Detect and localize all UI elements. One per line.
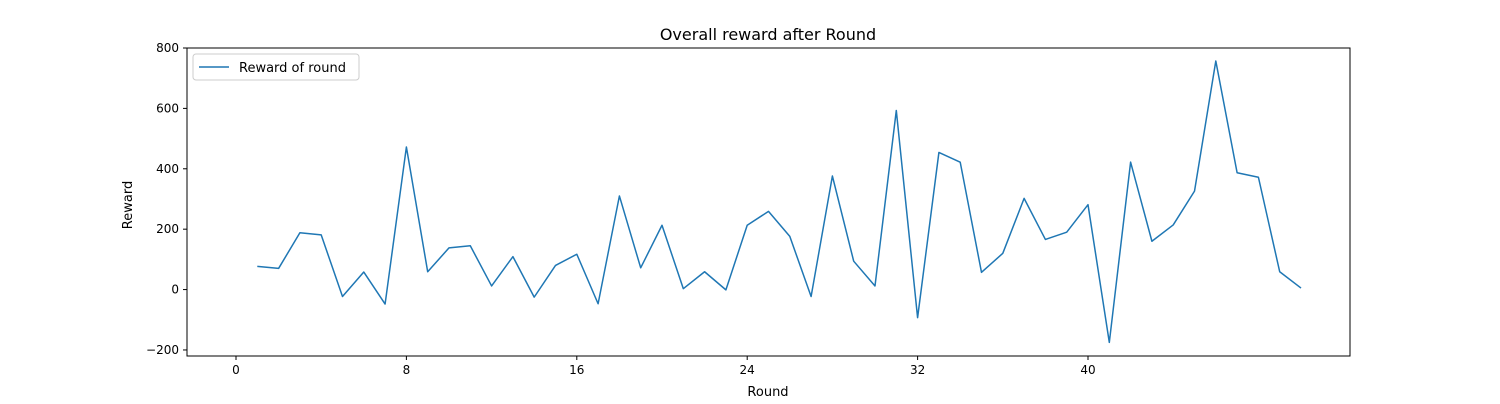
y-tick-label: 600 [156, 101, 179, 115]
y-tick-label: 400 [156, 162, 179, 176]
x-tick-label: 24 [740, 363, 755, 377]
y-tick-label: 200 [156, 222, 179, 236]
y-tick-label: 800 [156, 41, 179, 55]
plot-area [257, 60, 1302, 344]
x-axis-label: Round [747, 385, 788, 400]
legend: Reward of round [192, 53, 360, 81]
plot-frame [186, 47, 1351, 357]
y-tick-label: −200 [146, 343, 179, 357]
y-tick-label: 0 [171, 283, 179, 297]
x-tick-label: 0 [232, 363, 240, 377]
series-line-0 [257, 60, 1302, 344]
chart-title: Overall reward after Round [660, 25, 876, 44]
x-tick-label: 16 [569, 363, 584, 377]
legend-label: Reward of round [239, 61, 346, 76]
x-tick-label: 40 [1080, 363, 1095, 377]
y-axis-label: Reward [121, 181, 136, 229]
x-tick-label: 32 [910, 363, 925, 377]
legend-box [192, 53, 360, 81]
x-tick-label: 8 [403, 363, 411, 377]
axes: 0 8 16 24 32 40 −200 0 200 400 600 800 [146, 41, 1351, 377]
